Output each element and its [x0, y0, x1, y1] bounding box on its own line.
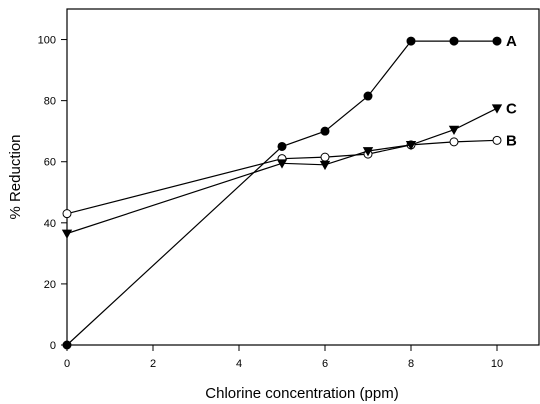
series-a: A — [62, 33, 517, 350]
series-a-point — [492, 36, 502, 46]
x-tick-label: 8 — [408, 358, 414, 370]
y-tick-label: 100 — [38, 35, 56, 47]
series-a-point — [449, 36, 459, 46]
series-a-label: A — [506, 33, 517, 50]
y-tick-label: 0 — [50, 340, 56, 352]
series-layer: A BC — [61, 33, 517, 350]
series-b-point — [449, 137, 459, 147]
series-a-point — [406, 36, 416, 46]
series-c-point — [405, 141, 417, 151]
x-axis-title: Chlorine concentration (ppm) — [205, 385, 398, 402]
y-tick-label: 60 — [44, 157, 56, 169]
series-a-point — [62, 340, 72, 350]
x-axis-ticks: 0 2 4 6 8 10 — [64, 345, 503, 370]
series-c: C — [61, 100, 517, 239]
x-tick-label: 4 — [236, 358, 242, 370]
series-a-point — [320, 126, 330, 136]
series-b-label: B — [506, 132, 517, 149]
x-tick-label: 0 — [64, 358, 70, 370]
series-b-point — [320, 152, 330, 162]
x-tick-label: 2 — [150, 358, 156, 370]
series-c-point — [362, 147, 374, 157]
series-c-point — [319, 160, 331, 171]
y-tick-label: 20 — [44, 279, 56, 291]
series-c-point — [448, 125, 460, 135]
y-tick-label: 40 — [44, 218, 56, 230]
series-c-point — [276, 159, 288, 169]
series-a-line — [66, 40, 497, 346]
y-axis-title: % Reduction — [7, 134, 24, 219]
plot-border — [66, 8, 540, 346]
series-c-label: C — [506, 100, 517, 117]
plot-frame — [66, 8, 540, 346]
series-b-line — [66, 139, 498, 215]
y-axis-ticks: 0 20 40 60 80 100 — [38, 35, 67, 352]
series-b: B — [62, 132, 517, 219]
series-c-point — [491, 104, 503, 114]
series-b-point — [492, 135, 502, 145]
series-a-point — [277, 141, 287, 151]
series-b-point — [62, 209, 72, 219]
x-tick-label: 10 — [491, 358, 503, 370]
y-tick-label: 80 — [44, 96, 56, 108]
series-c-line — [66, 107, 498, 235]
x-tick-label: 6 — [322, 358, 328, 370]
series-a-point — [363, 91, 373, 101]
series-c-point — [61, 229, 73, 239]
